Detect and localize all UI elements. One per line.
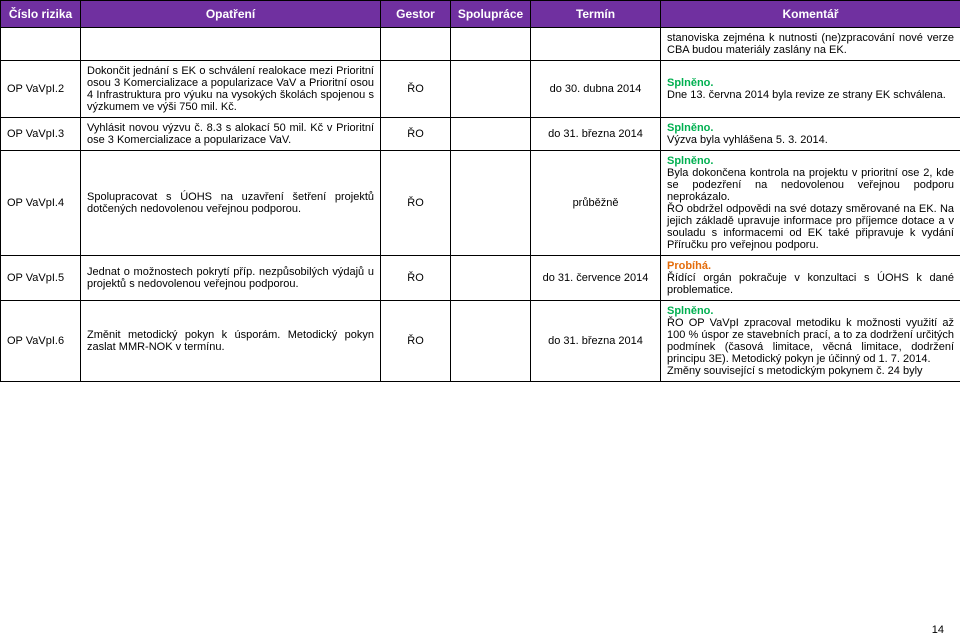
status-label: Splněno. (667, 305, 713, 317)
header-coop: Spolupráce (451, 1, 531, 28)
status-label: Splněno. (667, 122, 713, 134)
cell-comment: Probíhá. Řídící orgán pokračuje v konzul… (661, 256, 960, 301)
cell-id: OP VaVpI.6 (1, 301, 81, 382)
cell-comment: Splněno. Dne 13. června 2014 byla revize… (661, 61, 960, 118)
comment-text: ŘO OP VaVpI zpracoval metodiku k možnost… (667, 317, 954, 377)
comment-text: Výzva byla vyhlášena 5. 3. 2014. (667, 134, 828, 146)
cell-term: do 30. dubna 2014 (531, 61, 661, 118)
cell-empty (381, 28, 451, 61)
table-row: OP VaVpI.4 Spolupracovat s ÚOHS na uzavř… (1, 151, 960, 256)
header-term: Termín (531, 1, 661, 28)
cell-action: Spolupracovat s ÚOHS na uzavření šetření… (81, 151, 381, 256)
cell-action: Dokončit jednání s EK o schválení realok… (81, 61, 381, 118)
comment-text: Dne 13. června 2014 byla revize ze stran… (667, 89, 946, 101)
cell-coop (451, 118, 531, 151)
table-row: OP VaVpI.5 Jednat o možnostech pokrytí p… (1, 256, 960, 301)
status-label: Probíhá. (667, 260, 711, 272)
cell-empty (1, 28, 81, 61)
page-number: 14 (932, 624, 944, 636)
cell-comment: Splněno. ŘO OP VaVpI zpracoval metodiku … (661, 301, 960, 382)
cell-id: OP VaVpI.5 (1, 256, 81, 301)
status-label: Splněno. (667, 155, 713, 167)
table-row: OP VaVpI.3 Vyhlásit novou výzvu č. 8.3 s… (1, 118, 960, 151)
cell-id: OP VaVpI.4 (1, 151, 81, 256)
table-row: OP VaVpI.2 Dokončit jednání s EK o schvá… (1, 61, 960, 118)
cell-term: do 31. března 2014 (531, 118, 661, 151)
cell-id: OP VaVpI.2 (1, 61, 81, 118)
comment-text: Řídící orgán pokračuje v konzultaci s ÚO… (667, 272, 954, 296)
risk-table: Číslo rizika Opatření Gestor Spolupráce … (0, 0, 960, 382)
cell-coop (451, 151, 531, 256)
cell-coop (451, 61, 531, 118)
table-row-continuation: stanoviska zejména k nutnosti (ne)zpraco… (1, 28, 960, 61)
cell-empty (81, 28, 381, 61)
cell-gestor: ŘO (381, 256, 451, 301)
cell-coop (451, 256, 531, 301)
cell-coop (451, 301, 531, 382)
cell-action: Jednat o možnostech pokrytí příp. nezpůs… (81, 256, 381, 301)
cell-empty (451, 28, 531, 61)
cell-term: do 31. března 2014 (531, 301, 661, 382)
cell-id: OP VaVpI.3 (1, 118, 81, 151)
table-header-row: Číslo rizika Opatření Gestor Spolupráce … (1, 1, 960, 28)
header-action: Opatření (81, 1, 381, 28)
cell-comment: Splněno. Výzva byla vyhlášena 5. 3. 2014… (661, 118, 960, 151)
header-gestor: Gestor (381, 1, 451, 28)
cell-top-comment: stanoviska zejména k nutnosti (ne)zpraco… (661, 28, 960, 61)
cell-action: Vyhlásit novou výzvu č. 8.3 s alokací 50… (81, 118, 381, 151)
status-label: Splněno. (667, 77, 713, 89)
cell-action: Změnit metodický pokyn k úsporám. Metodi… (81, 301, 381, 382)
cell-gestor: ŘO (381, 61, 451, 118)
cell-term: průběžně (531, 151, 661, 256)
table-row: OP VaVpI.6 Změnit metodický pokyn k úspo… (1, 301, 960, 382)
cell-term: do 31. července 2014 (531, 256, 661, 301)
header-id: Číslo rizika (1, 1, 81, 28)
header-comment: Komentář (661, 1, 960, 28)
cell-gestor: ŘO (381, 301, 451, 382)
cell-gestor: ŘO (381, 151, 451, 256)
cell-gestor: ŘO (381, 118, 451, 151)
cell-comment: Splněno. Byla dokončena kontrola na proj… (661, 151, 960, 256)
cell-empty (531, 28, 661, 61)
comment-text: Byla dokončena kontrola na projektu v pr… (667, 167, 954, 251)
